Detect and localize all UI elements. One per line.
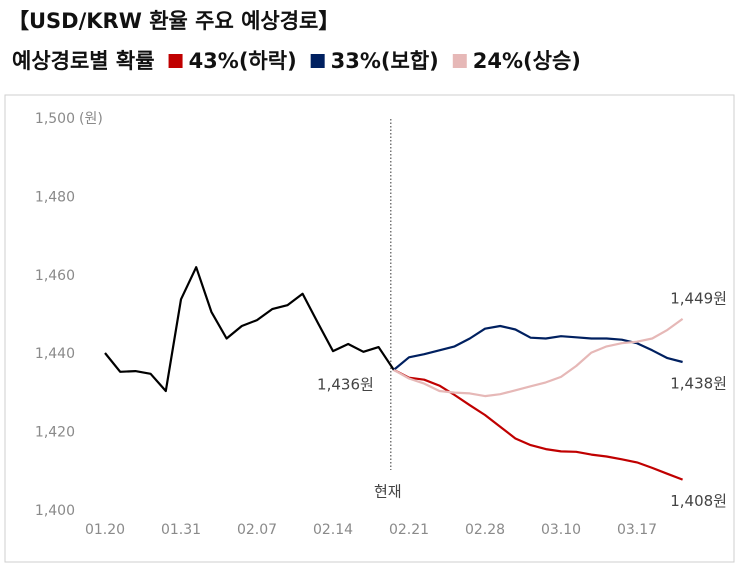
legend-swatch: [310, 54, 325, 68]
y-tick-label: 1,460: [35, 268, 75, 284]
x-tick-label: 01.20: [85, 522, 125, 538]
value-label: 1,436원: [317, 375, 374, 393]
x-tick-label: 02.14: [313, 522, 353, 538]
x-tick-label: 02.07: [237, 522, 277, 538]
x-tick-label: 01.31: [161, 522, 201, 538]
x-tick-label: 03.10: [541, 522, 581, 538]
chart-frame: [4, 94, 735, 563]
y-tick-label: 1,500: [35, 111, 75, 127]
y-tick-label: 1,440: [35, 346, 75, 362]
y-tick-label: 1,400: [35, 503, 75, 519]
x-tick-label: 02.28: [465, 522, 505, 538]
value-label: 1,408원: [670, 492, 727, 510]
legend-swatch: [452, 54, 467, 68]
y-tick-label: 1,480: [35, 189, 75, 205]
x-tick-label: 03.17: [617, 522, 657, 538]
now-label: 현재: [374, 483, 402, 501]
series-line: [393, 324, 683, 371]
series-line: [393, 368, 683, 481]
chart-title: 【USD/KRW 환율 주요 예상경로】: [8, 9, 339, 33]
legend-title: 예상경로별 확률: [12, 49, 155, 73]
value-label: 1,438원: [670, 375, 727, 393]
y-unit: (원): [79, 111, 103, 127]
series-line: [104, 266, 395, 393]
legend-label: 33%(보합): [331, 49, 439, 73]
legend-label: 43%(하락): [189, 49, 297, 73]
value-label: 1,449원: [670, 289, 727, 307]
legend-swatch: [168, 54, 183, 68]
series-line: [393, 318, 684, 398]
y-tick-label: 1,420: [35, 425, 75, 441]
x-tick-label: 02.21: [389, 522, 429, 538]
legend-label: 24%(상승): [473, 49, 581, 73]
